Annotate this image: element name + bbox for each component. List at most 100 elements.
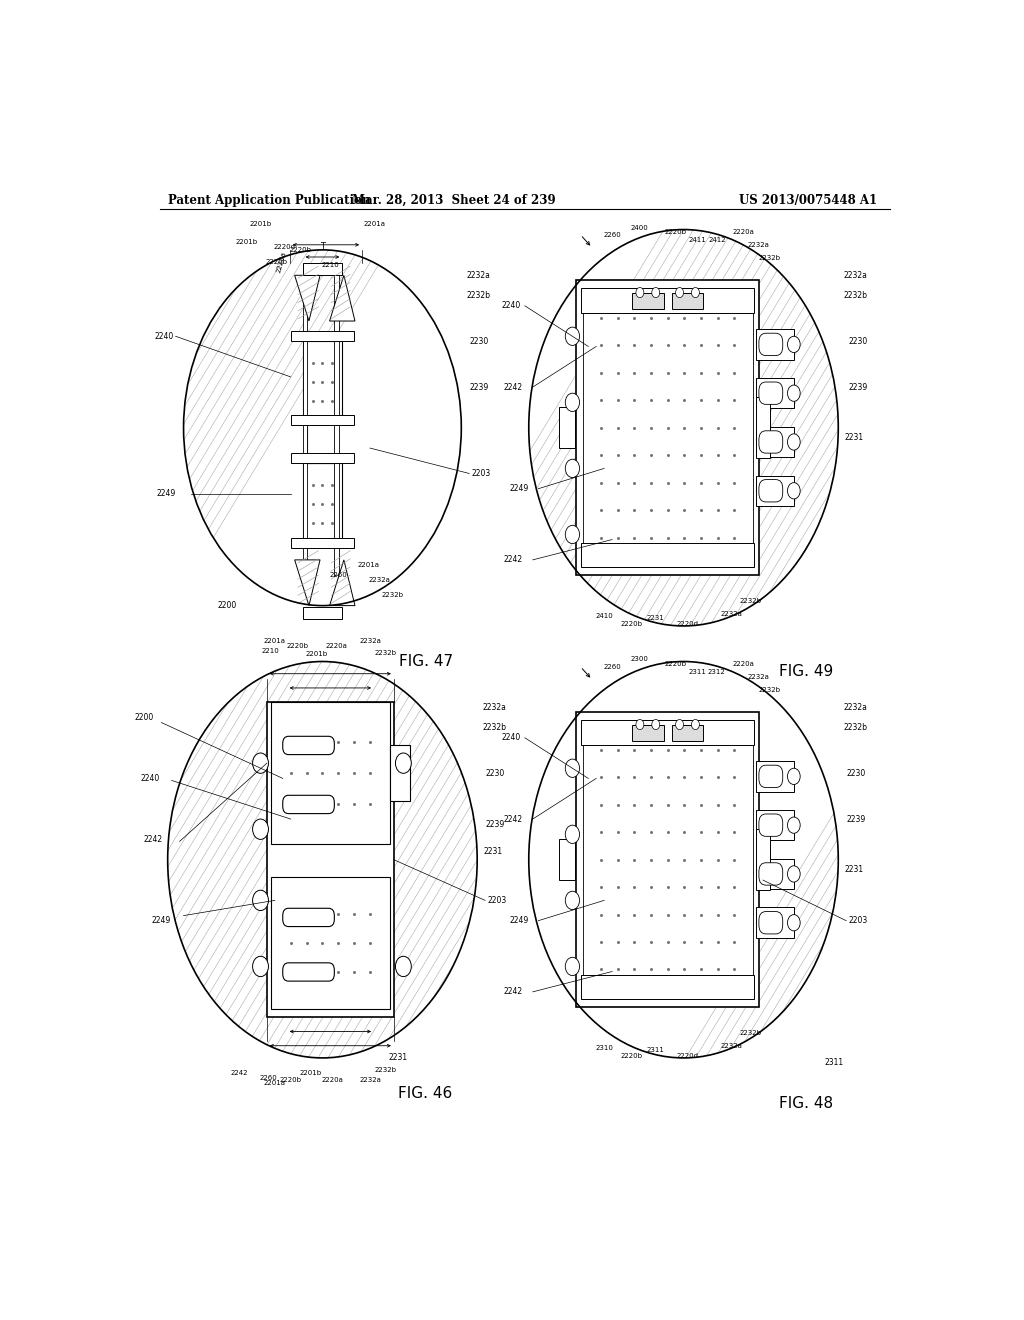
FancyBboxPatch shape: [759, 479, 782, 502]
FancyBboxPatch shape: [759, 333, 782, 355]
Bar: [672, 293, 703, 309]
Text: 2232b: 2232b: [758, 686, 780, 693]
Text: T: T: [319, 243, 325, 251]
Text: 2230: 2230: [485, 768, 504, 777]
Text: 2203: 2203: [487, 896, 507, 906]
Text: 2400: 2400: [631, 224, 649, 231]
FancyBboxPatch shape: [759, 863, 782, 886]
Text: 2201b: 2201b: [305, 651, 327, 657]
Text: 2232a: 2232a: [720, 1043, 742, 1048]
Text: 2232b: 2232b: [467, 292, 490, 300]
Circle shape: [691, 288, 699, 297]
Text: 2231: 2231: [845, 433, 863, 442]
Circle shape: [565, 957, 580, 975]
Bar: [303, 263, 342, 276]
Circle shape: [528, 661, 839, 1057]
Text: 2242: 2242: [504, 987, 522, 997]
Circle shape: [565, 525, 580, 544]
Circle shape: [787, 817, 800, 833]
Text: 2210: 2210: [262, 648, 280, 655]
Text: 2220b: 2220b: [665, 660, 686, 667]
Text: 2232b: 2232b: [482, 723, 507, 733]
Text: 2220a: 2220a: [275, 251, 287, 273]
Text: 2242: 2242: [504, 383, 522, 392]
Bar: [303, 607, 342, 619]
Polygon shape: [295, 276, 321, 321]
Circle shape: [395, 956, 412, 977]
Text: FIG. 47: FIG. 47: [398, 653, 453, 669]
Text: 2232b: 2232b: [375, 1067, 397, 1073]
FancyBboxPatch shape: [283, 796, 334, 813]
Bar: [390, 744, 410, 801]
FancyBboxPatch shape: [283, 737, 334, 755]
Text: 2232a: 2232a: [720, 611, 742, 616]
Text: 2201b: 2201b: [299, 1071, 322, 1076]
Circle shape: [787, 866, 800, 882]
Circle shape: [565, 459, 580, 478]
Text: 2230: 2230: [849, 337, 867, 346]
Text: 2242: 2242: [504, 556, 522, 565]
Text: Patent Application Publication: Patent Application Publication: [168, 194, 371, 206]
Circle shape: [691, 719, 699, 730]
Bar: [756, 829, 770, 890]
Circle shape: [636, 288, 644, 297]
Circle shape: [787, 768, 800, 784]
Text: 2312: 2312: [708, 669, 726, 675]
Bar: [672, 725, 703, 741]
Bar: [756, 907, 794, 939]
Bar: [756, 426, 794, 457]
Text: 2232b: 2232b: [375, 651, 397, 656]
Text: 2260: 2260: [330, 572, 347, 578]
Text: 2232a: 2232a: [844, 702, 867, 711]
Circle shape: [565, 327, 580, 346]
Text: 2232a: 2232a: [369, 577, 390, 583]
Circle shape: [253, 890, 268, 911]
Circle shape: [787, 385, 800, 401]
Text: 2201b: 2201b: [236, 239, 258, 244]
FancyBboxPatch shape: [759, 766, 782, 788]
Bar: [335, 271, 339, 576]
Text: 2220b: 2220b: [621, 1053, 643, 1059]
Text: 2220b: 2220b: [665, 228, 686, 235]
Text: 2242: 2242: [504, 814, 522, 824]
Text: FIG. 48: FIG. 48: [779, 1096, 834, 1111]
Bar: [303, 342, 342, 422]
Text: 2242: 2242: [143, 834, 163, 843]
Text: 2249: 2249: [157, 490, 176, 499]
Text: 2232b: 2232b: [740, 1030, 762, 1035]
Text: 2411: 2411: [689, 236, 707, 243]
FancyBboxPatch shape: [283, 962, 334, 981]
Circle shape: [787, 337, 800, 352]
Text: 2220d: 2220d: [677, 620, 698, 627]
Text: 2220b: 2220b: [265, 259, 288, 265]
Text: 2311: 2311: [689, 669, 707, 675]
Text: 2311: 2311: [647, 1047, 665, 1053]
Bar: [291, 331, 354, 342]
Text: 2201a: 2201a: [264, 1080, 286, 1086]
Text: 2260: 2260: [603, 664, 621, 669]
Text: 2220a: 2220a: [326, 643, 348, 649]
Text: 2231: 2231: [388, 1053, 408, 1063]
Text: 2239: 2239: [485, 820, 504, 829]
Text: 2201a: 2201a: [357, 562, 380, 568]
Polygon shape: [295, 560, 321, 606]
Bar: [756, 810, 794, 841]
Bar: [577, 713, 759, 1007]
Text: 2201a: 2201a: [364, 222, 385, 227]
Bar: [303, 271, 307, 576]
Text: 2203: 2203: [849, 916, 867, 925]
Bar: [303, 463, 342, 545]
Circle shape: [565, 825, 580, 843]
Text: 2203: 2203: [471, 469, 490, 478]
Text: 2220a: 2220a: [732, 228, 754, 235]
Bar: [582, 721, 754, 744]
Text: 2201b: 2201b: [250, 222, 271, 227]
FancyBboxPatch shape: [759, 430, 782, 453]
Circle shape: [651, 719, 659, 730]
Text: 2232b: 2232b: [844, 723, 867, 733]
Text: 2220a: 2220a: [732, 660, 754, 667]
Text: 2232b: 2232b: [844, 292, 867, 300]
Text: 2239: 2239: [846, 814, 865, 824]
Bar: [756, 762, 794, 792]
Circle shape: [253, 752, 268, 774]
